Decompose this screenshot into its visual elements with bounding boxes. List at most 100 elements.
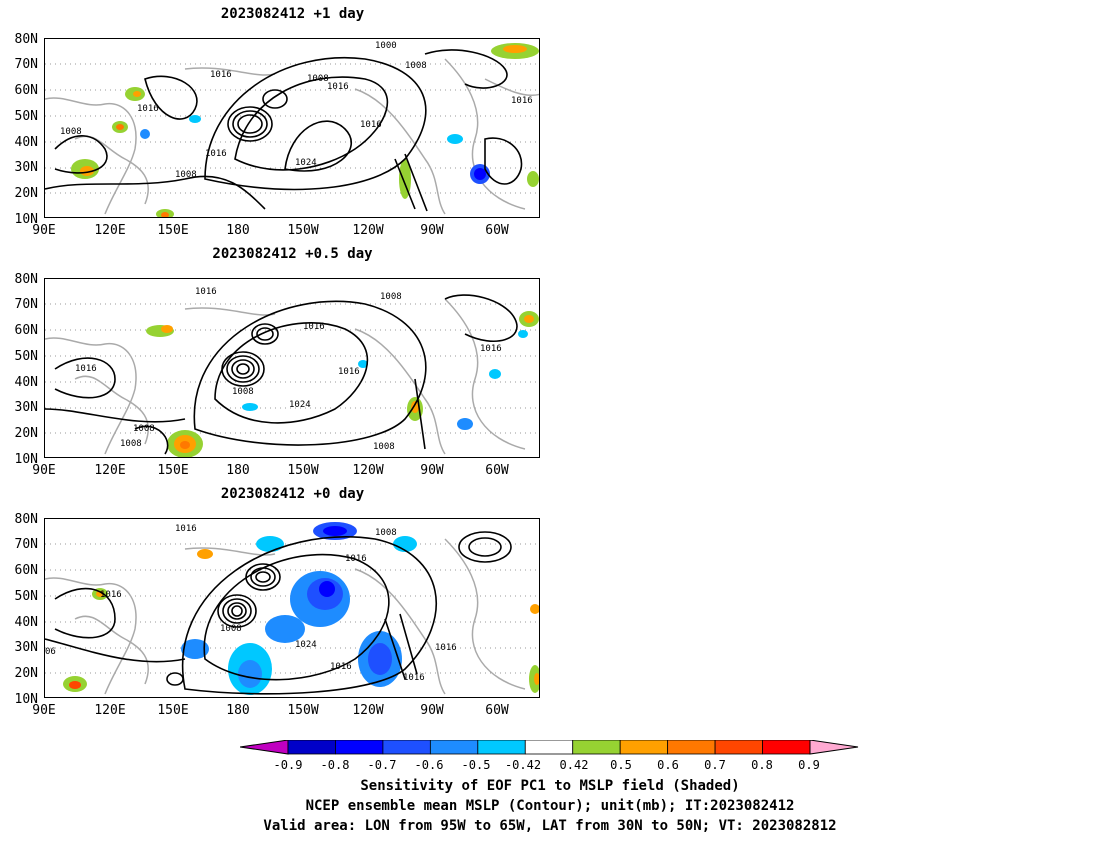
lat-label: 40N	[14, 135, 38, 150]
map-plot: 1016 1008 1016 1016 1008 1024 1016 1016 …	[45, 522, 539, 695]
colorbar-tick: 0.6	[657, 758, 679, 772]
mslp-contours	[45, 294, 518, 455]
lat-label: 10N	[14, 452, 38, 467]
contour-label: 1008	[373, 442, 395, 452]
contour-label: 1016	[360, 120, 382, 130]
contour-label: 1016	[330, 662, 352, 672]
lon-label: 60W	[485, 223, 509, 238]
lat-label: 80N	[14, 32, 38, 47]
lon-label: 180	[226, 223, 250, 238]
lat-label: 40N	[14, 615, 38, 630]
colorbar-left-arrow	[240, 740, 289, 755]
lon-label: 150W	[287, 703, 319, 718]
contour-label: 1016	[327, 82, 349, 92]
colorbar	[240, 740, 859, 755]
map-frame: 1000 1008 1016 1008 1016 1016 1008 1016 …	[44, 38, 540, 218]
lat-label: 50N	[14, 349, 38, 364]
colorbar-tick: -0.5	[461, 758, 491, 772]
lat-label: 50N	[14, 589, 38, 604]
coastlines	[45, 538, 526, 695]
contour-label: 1008	[220, 624, 242, 634]
lat-label: 30N	[14, 400, 38, 415]
contour-label: 1008	[405, 61, 427, 71]
colorbar-tick: 0.5	[610, 758, 632, 772]
lat-label: 70N	[14, 57, 38, 72]
lon-label: 90E	[32, 463, 56, 478]
contour-label: 1016	[175, 524, 197, 534]
colorbar-tick: 0.7	[704, 758, 726, 772]
contour-labels: 1000 1008 1016 1008 1016 1016 1008 1016 …	[60, 41, 533, 180]
contour-label: 1008	[307, 74, 329, 84]
colorbar-swatch	[762, 740, 811, 755]
colorbar-right-arrow	[809, 740, 859, 755]
lon-label: 60W	[485, 463, 509, 478]
lon-label: 60W	[485, 703, 509, 718]
colorbar-swatch	[714, 740, 763, 755]
contour-label: 1008	[133, 424, 155, 434]
lat-label: 20N	[14, 666, 38, 681]
colorbar-tick: -0.7	[367, 758, 397, 772]
lat-label: 10N	[14, 212, 38, 227]
contour-label: 06	[45, 647, 56, 657]
colorbar-swatch	[382, 740, 431, 755]
panel-title: 2023082412 +1 day	[220, 6, 365, 22]
contour-label: 1016	[435, 643, 457, 653]
contour-label: 1008	[60, 127, 82, 137]
lat-label: 40N	[14, 375, 38, 390]
lon-label: 150E	[157, 703, 189, 718]
contour-label: 1008	[175, 170, 197, 180]
panel-title: 2023082412 +0.5 day	[212, 246, 373, 262]
colorbar-tick: -0.6	[414, 758, 444, 772]
panel-plus0.5day: 2023082412 +0.5 day	[0, 240, 560, 480]
map-plot: 1016 1008 1016 1016 1016 1016 1008 1024 …	[45, 287, 539, 457]
coastlines	[45, 298, 526, 455]
contour-label: 1000	[375, 41, 397, 51]
contour-label: 1016	[303, 322, 325, 332]
colorbar-swatch	[335, 740, 384, 755]
lon-label: 120W	[352, 463, 384, 478]
sensitivity-shading	[146, 311, 539, 457]
caption-line-1: Sensitivity of EOF PC1 to MSLP field (Sh…	[360, 778, 740, 794]
colorbar-tick: -0.9	[273, 758, 303, 772]
contour-label: 1008	[120, 439, 142, 449]
contour-label: 1016	[511, 96, 533, 106]
lon-label: 150W	[287, 223, 319, 238]
lat-label: 20N	[14, 186, 38, 201]
colorbar-tick: 0.42	[559, 758, 589, 772]
sensitivity-shading	[63, 522, 539, 695]
caption-line-2: NCEP ensemble mean MSLP (Contour); unit(…	[305, 798, 795, 814]
lat-label: 10N	[14, 692, 38, 707]
colorbar-swatch	[524, 740, 574, 755]
lon-label: 90W	[420, 223, 444, 238]
lon-label: 90E	[32, 223, 56, 238]
contour-label: 1016	[480, 344, 502, 354]
colorbar-swatch	[572, 740, 621, 755]
colorbar-tick: -0.8	[320, 758, 350, 772]
mslp-contours	[45, 531, 512, 695]
contour-labels: 1016 1008 1016 1016 1008 1024 1016 1016 …	[45, 524, 457, 683]
lat-label: 20N	[14, 426, 38, 441]
map-frame: 1016 1008 1016 1016 1008 1024 1016 1016 …	[44, 518, 540, 698]
lat-label: 60N	[14, 323, 38, 338]
caption-line-3: Valid area: LON from 95W to 65W, LAT fro…	[263, 818, 837, 834]
contour-label: 1016	[210, 70, 232, 80]
lon-label: 180	[226, 463, 250, 478]
lon-label: 150W	[287, 463, 319, 478]
contour-label: 1008	[380, 292, 402, 302]
colorbar-swatch	[619, 740, 669, 755]
colorbar-swatch	[477, 740, 526, 755]
panel-plus1day: 2023082412 +1 day	[0, 0, 560, 240]
lon-label: 180	[226, 703, 250, 718]
map-plot: 1000 1008 1016 1008 1016 1016 1008 1016 …	[45, 41, 539, 217]
lat-label: 60N	[14, 83, 38, 98]
lon-label: 150E	[157, 463, 189, 478]
contour-label: 1016	[205, 149, 227, 159]
contour-label: 1016	[137, 104, 159, 114]
lat-label: 70N	[14, 537, 38, 552]
contour-label: 1024	[295, 640, 317, 650]
colorbar-tick: -0.42	[504, 758, 542, 772]
sensitivity-shading	[71, 43, 539, 217]
lon-label: 120W	[352, 703, 384, 718]
coastlines	[45, 58, 539, 215]
panel-title: 2023082412 +0 day	[220, 486, 365, 502]
